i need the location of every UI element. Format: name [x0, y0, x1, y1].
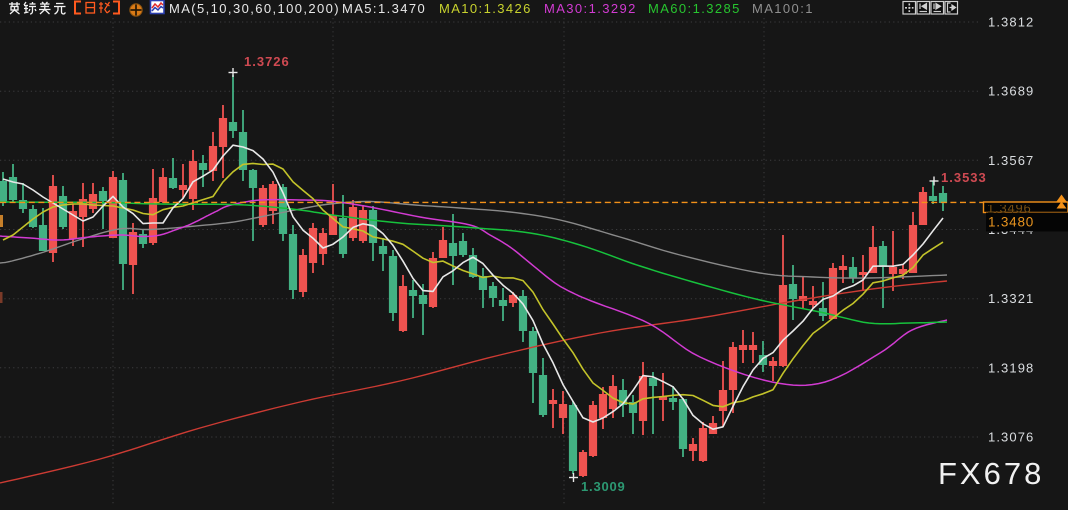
svg-text:1.3567: 1.3567 [988, 153, 1034, 168]
svg-text:1.3726: 1.3726 [244, 54, 290, 69]
svg-text:MA5:1.3470: MA5:1.3470 [342, 1, 426, 16]
svg-text:FX678: FX678 [938, 456, 1044, 491]
svg-text:MA100:1: MA100:1 [752, 1, 814, 16]
svg-text:MA30:1.3292: MA30:1.3292 [544, 1, 637, 16]
svg-text:1.3689: 1.3689 [988, 84, 1034, 99]
svg-text:1.3198: 1.3198 [988, 360, 1034, 375]
svg-text:1.3812: 1.3812 [988, 15, 1034, 30]
svg-text:1.3009: 1.3009 [581, 479, 626, 494]
svg-text:1.3533: 1.3533 [941, 170, 987, 185]
svg-text:1.3496: 1.3496 [987, 201, 1032, 216]
svg-text:1.3480: 1.3480 [988, 215, 1034, 230]
svg-text:1.3076: 1.3076 [988, 430, 1034, 445]
svg-text:MA60:1.3285: MA60:1.3285 [648, 1, 741, 16]
svg-text:MA10:1.3426: MA10:1.3426 [439, 1, 532, 16]
svg-text:MA(5,10,30,60,100,200): MA(5,10,30,60,100,200) [169, 1, 340, 16]
svg-text:1.3321: 1.3321 [988, 291, 1034, 306]
